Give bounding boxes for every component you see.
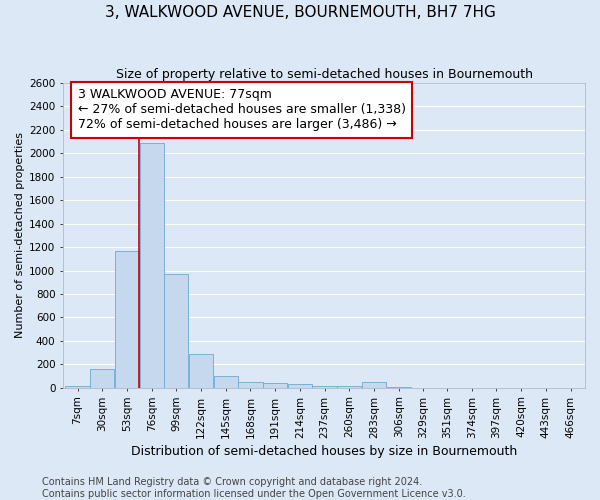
Text: Contains HM Land Registry data © Crown copyright and database right 2024.
Contai: Contains HM Land Registry data © Crown c… [42, 478, 466, 499]
Bar [214, 376, 238, 388]
Text: 3, WALKWOOD AVENUE, BOURNEMOUTH, BH7 7HG: 3, WALKWOOD AVENUE, BOURNEMOUTH, BH7 7HG [104, 5, 496, 20]
Bar [337, 386, 361, 388]
Bar [288, 384, 312, 388]
Y-axis label: Number of semi-detached properties: Number of semi-detached properties [15, 132, 25, 338]
Title: Size of property relative to semi-detached houses in Bournemouth: Size of property relative to semi-detach… [116, 68, 533, 80]
Bar [140, 144, 164, 388]
Text: 3 WALKWOOD AVENUE: 77sqm
← 27% of semi-detached houses are smaller (1,338)
72% o: 3 WALKWOOD AVENUE: 77sqm ← 27% of semi-d… [77, 88, 406, 132]
Bar [263, 382, 287, 388]
Bar [189, 354, 213, 388]
Bar [65, 386, 89, 388]
Bar [115, 250, 139, 388]
Bar [90, 368, 115, 388]
Bar [362, 382, 386, 388]
Bar [313, 386, 337, 388]
Bar [164, 274, 188, 388]
Bar [386, 387, 411, 388]
X-axis label: Distribution of semi-detached houses by size in Bournemouth: Distribution of semi-detached houses by … [131, 444, 517, 458]
Bar [238, 382, 263, 388]
